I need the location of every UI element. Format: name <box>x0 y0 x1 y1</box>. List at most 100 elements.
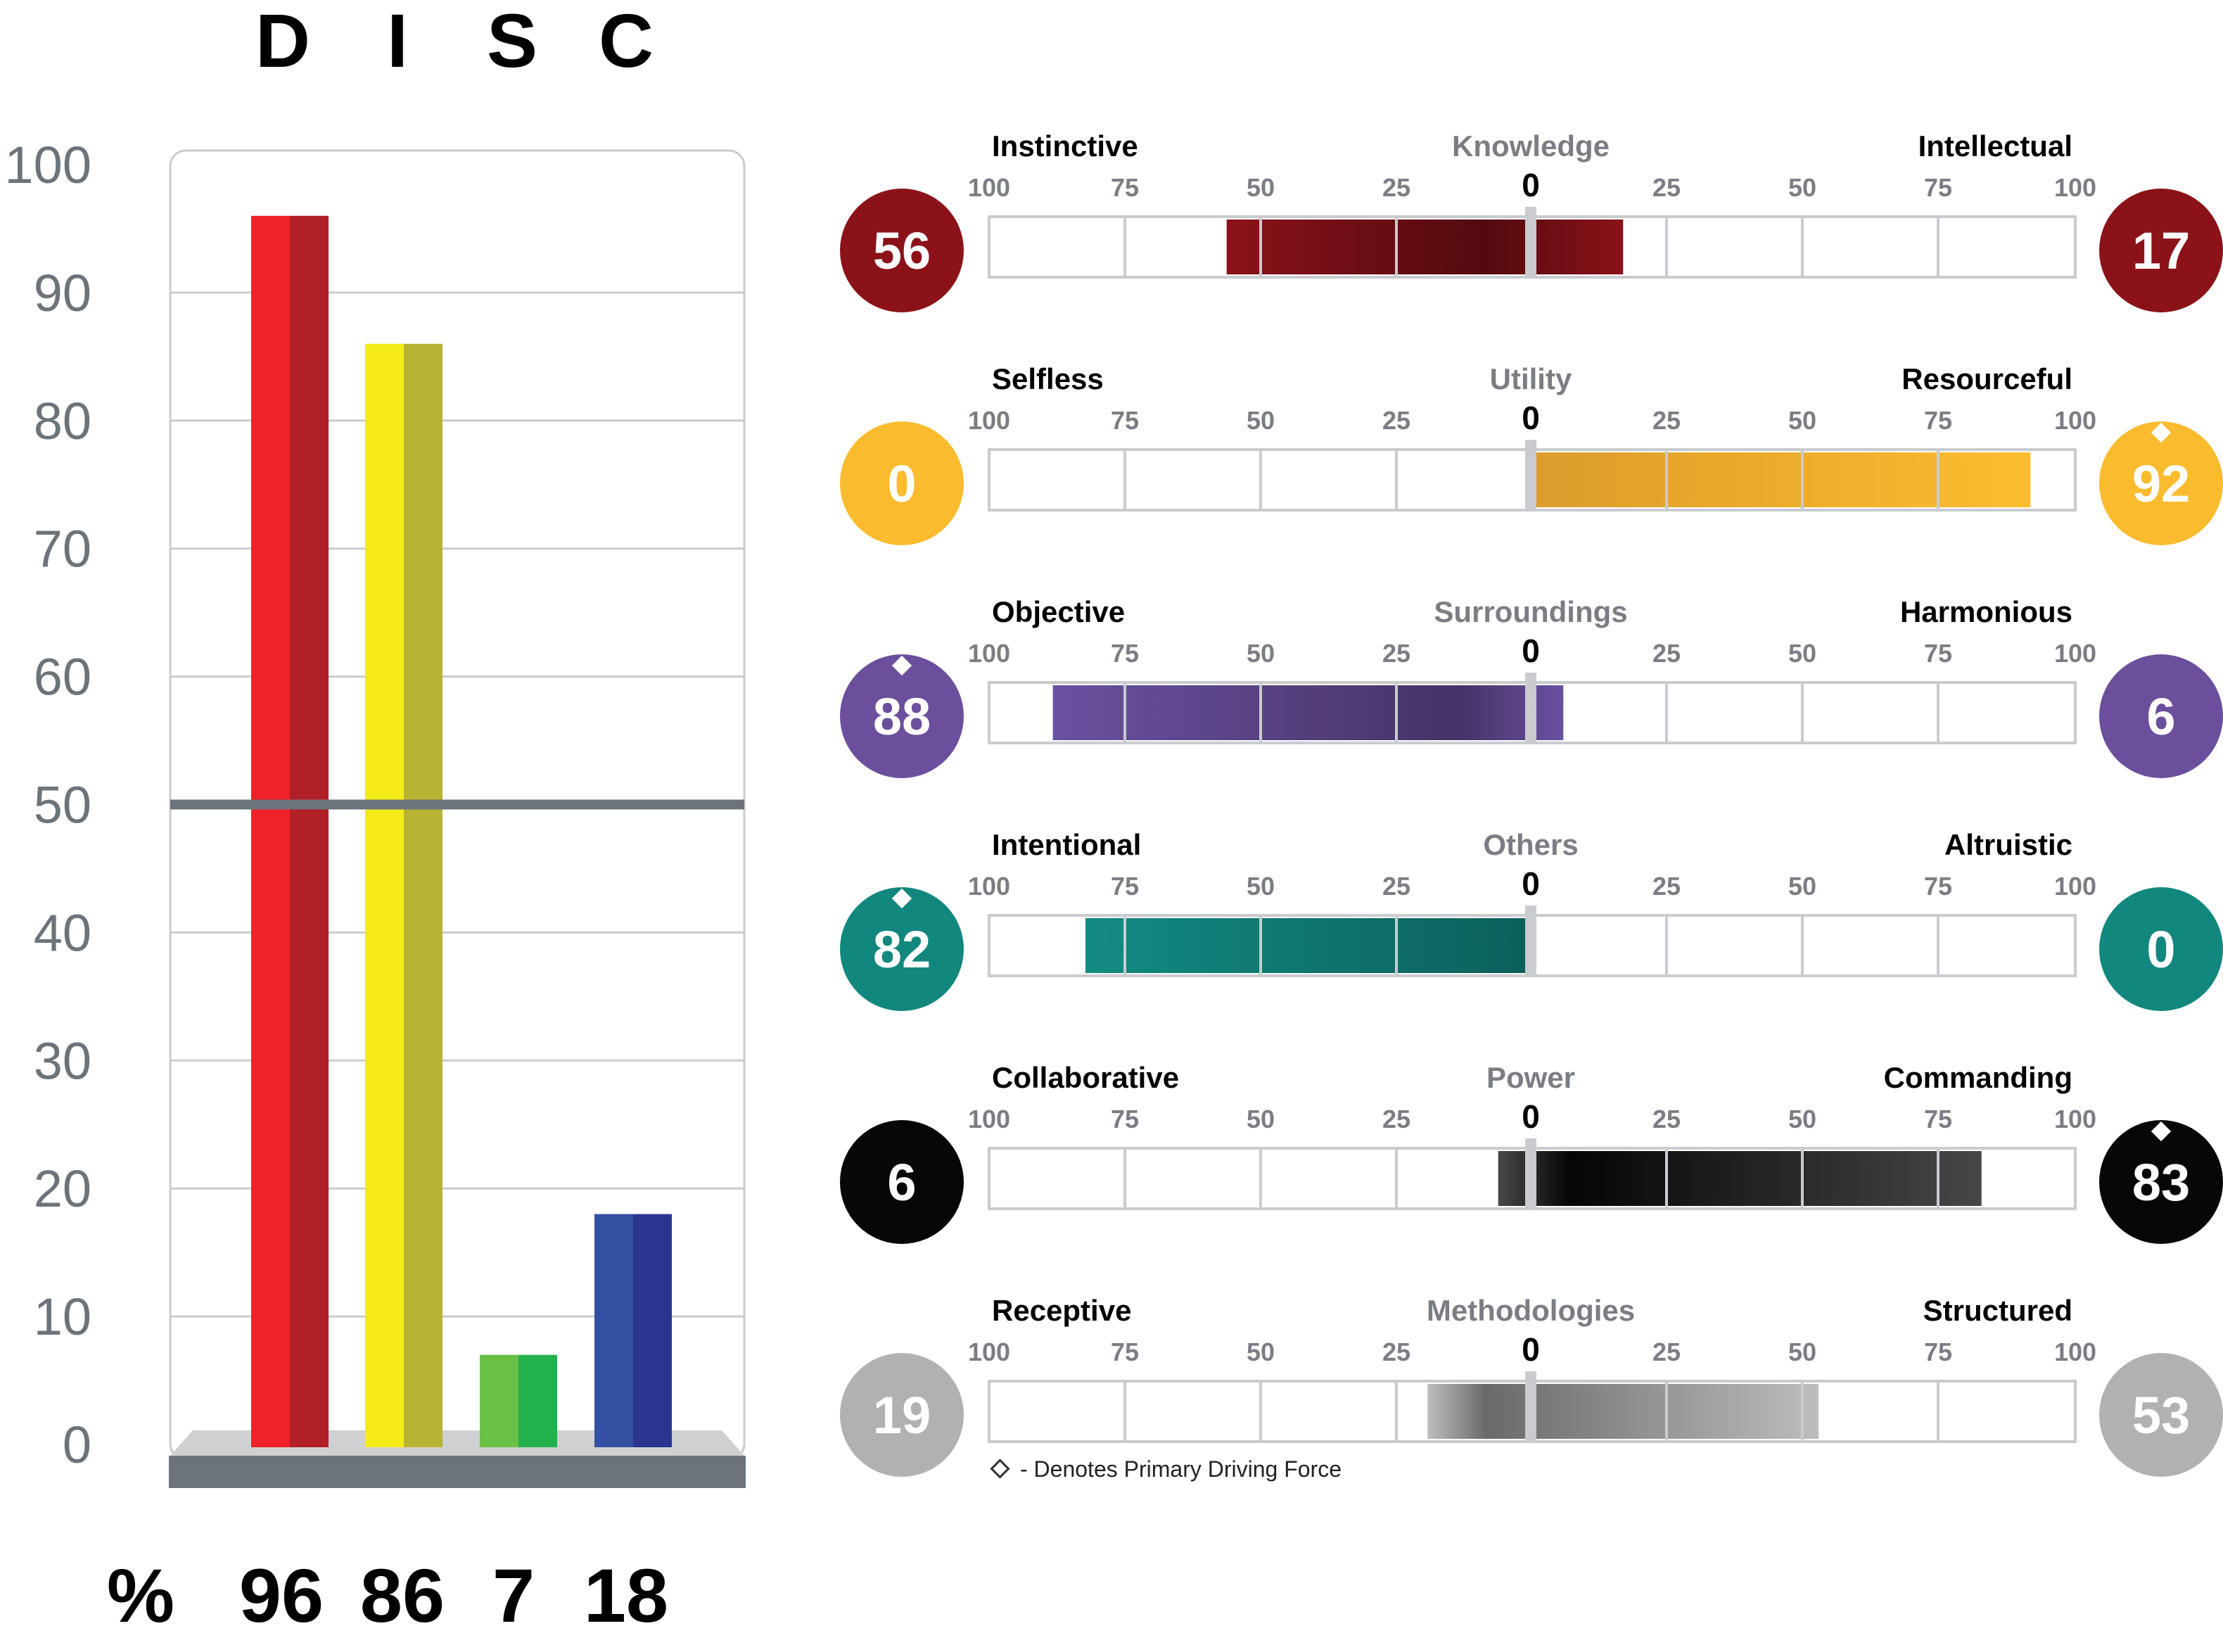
motivator-tick-label: 75 <box>1924 406 1952 435</box>
disc-value-i: 86 <box>360 1553 445 1638</box>
motivator-tick-label: 25 <box>1382 173 1410 202</box>
motivator-right-score: 92 <box>2132 455 2190 513</box>
motivator-tick-label: 50 <box>1788 872 1816 901</box>
motivator-bar <box>1052 685 1564 740</box>
motivator-tick-label: 75 <box>1924 1105 1952 1133</box>
motivator-name: Surroundings <box>1434 595 1627 628</box>
motivator-tick-label: 25 <box>1382 1338 1410 1366</box>
motivator-tick-label: 100 <box>968 406 1010 435</box>
motivator-row-knowledge: Instinctive Knowledge Intellectual 100 75 50 2… <box>840 129 2223 312</box>
disc-bar-right-face <box>290 215 329 1447</box>
primary-driving-force-diamond-icon <box>891 655 912 676</box>
motivator-name: Utility <box>1490 362 1572 395</box>
disc-bar-s <box>480 1354 557 1447</box>
disc-y-axis: 0 10 20 30 40 50 60 70 80 90 100 <box>5 136 91 1474</box>
motivator-tick-label: 75 <box>1111 872 1139 901</box>
motivator-tick-label: 25 <box>1382 1105 1410 1133</box>
motivator-tick-label: 0 <box>1522 167 1540 203</box>
motivator-tick-label: 50 <box>1247 872 1275 901</box>
primary-driving-force-diamond-icon <box>2151 422 2172 443</box>
motivator-row-power: Collaborative Power Commanding 100 75 50 25 0 25… <box>840 1061 2223 1244</box>
motivator-row-others: Intentional Others Altruistic 100 75 50 25 0 25 5… <box>840 828 2223 1011</box>
motivator-left-score: 19 <box>873 1386 931 1444</box>
motivator-tick-label: 25 <box>1652 173 1681 202</box>
disc-category-d: D <box>255 0 310 83</box>
motivator-tick-label: 50 <box>1788 639 1816 668</box>
motivator-tick-label: 25 <box>1382 639 1410 668</box>
motivator-row-utility: Selfless Utility Resourceful 100 75 50 25 0 25 50… <box>840 362 2223 545</box>
disc-y-tick-label: 90 <box>34 264 91 322</box>
motivator-right-label: Commanding <box>1884 1061 2072 1094</box>
motivator-tick-label: 50 <box>1247 639 1275 668</box>
motivator-center-marker <box>1525 1371 1536 1442</box>
disc-bar-c <box>594 1214 672 1447</box>
disc-bar-left-face <box>365 343 404 1447</box>
motivator-tick-label: 100 <box>2054 406 2096 435</box>
motivator-left-score-circle <box>840 1353 964 1477</box>
motivator-left-score-circle <box>840 421 964 545</box>
motivator-right-score-circle <box>2099 654 2223 778</box>
motivator-tick-label: 25 <box>1652 1338 1681 1366</box>
motivator-tick-label: 50 <box>1788 1338 1816 1366</box>
motivator-tick-label: 100 <box>2054 639 2096 668</box>
motivator-bar <box>1531 452 2031 507</box>
motivator-tick-label: 75 <box>1111 173 1139 202</box>
motivator-name: Others <box>1483 828 1578 861</box>
motivators-chart: Instinctive Knowledge Intellectual 100 75 50 2… <box>840 129 2223 1477</box>
disc-bar-left-face <box>594 1214 633 1447</box>
motivator-right-score-circle <box>2099 887 2223 1011</box>
motivator-tick-label: 100 <box>968 173 1010 202</box>
disc-y-tick-label: 40 <box>34 903 91 962</box>
disc-y-tick-label: 30 <box>34 1031 91 1090</box>
motivator-tick-label: 75 <box>1111 639 1139 668</box>
disc-y-tick-label: 0 <box>63 1416 91 1474</box>
motivator-bar <box>1085 918 1531 973</box>
motivator-tick-label: 25 <box>1382 872 1410 901</box>
motivator-tick-label: 50 <box>1247 1105 1275 1133</box>
motivator-right-score-circle <box>2099 189 2223 312</box>
motivator-tick-label: 50 <box>1788 406 1816 435</box>
disc-y-tick-label: 80 <box>34 392 91 450</box>
motivator-right-score-circle <box>2099 1120 2223 1244</box>
motivator-left-score: 56 <box>873 222 931 280</box>
motivator-center-marker <box>1525 440 1536 510</box>
motivator-left-score: 0 <box>887 455 916 513</box>
motivator-tick-label: 0 <box>1522 400 1540 436</box>
motivator-tick-label: 75 <box>1924 173 1952 202</box>
motivator-right-label: Resourceful <box>1902 362 2072 395</box>
disc-percent-label: % <box>107 1553 174 1638</box>
motivator-tick-label: 100 <box>968 872 1010 901</box>
disc-category-i: I <box>387 0 408 83</box>
disc-value-d: 96 <box>239 1553 324 1638</box>
disc-base-front <box>169 1456 746 1488</box>
motivator-left-score: 82 <box>873 920 931 979</box>
motivator-left-score-circle <box>840 654 964 778</box>
motivator-name: Methodologies <box>1427 1294 1635 1327</box>
disc-category-c: C <box>599 0 654 83</box>
motivator-tick-label: 0 <box>1522 1098 1540 1135</box>
motivator-tick-label: 75 <box>1924 639 1952 668</box>
motivator-left-score: 88 <box>873 687 931 746</box>
motivator-tick-label: 100 <box>2054 173 2096 202</box>
disc-y-tick-label: 60 <box>34 648 91 706</box>
motivator-row-methodologies: Receptive Methodologies Structured 100 75 50 2… <box>840 1294 2223 1477</box>
motivator-right-score: 83 <box>2132 1153 2190 1212</box>
motivator-tick-label: 100 <box>2054 1338 2096 1366</box>
motivator-left-label: Selfless <box>992 362 1104 395</box>
motivator-tick-label: 50 <box>1247 173 1275 202</box>
motivator-tick-label: 75 <box>1924 872 1952 901</box>
motivator-tick-label: 50 <box>1247 1338 1275 1366</box>
motivator-bar <box>1498 1151 1982 1206</box>
disc-y-tick-label: 70 <box>34 520 91 578</box>
disc-bar-right-face <box>404 343 442 1447</box>
motivator-tick-label: 0 <box>1522 633 1540 669</box>
motivator-tick-label: 25 <box>1652 872 1681 901</box>
disc-category-s: S <box>487 0 537 83</box>
motivator-tick-label: 25 <box>1652 406 1681 435</box>
disc-bar-left-face <box>251 215 290 1447</box>
disc-bars <box>251 215 672 1447</box>
legend-text: - Denotes Primary Driving Force <box>1020 1456 1342 1482</box>
motivator-tick-label: 75 <box>1111 1105 1139 1133</box>
motivator-right-score-circle <box>2099 421 2223 545</box>
